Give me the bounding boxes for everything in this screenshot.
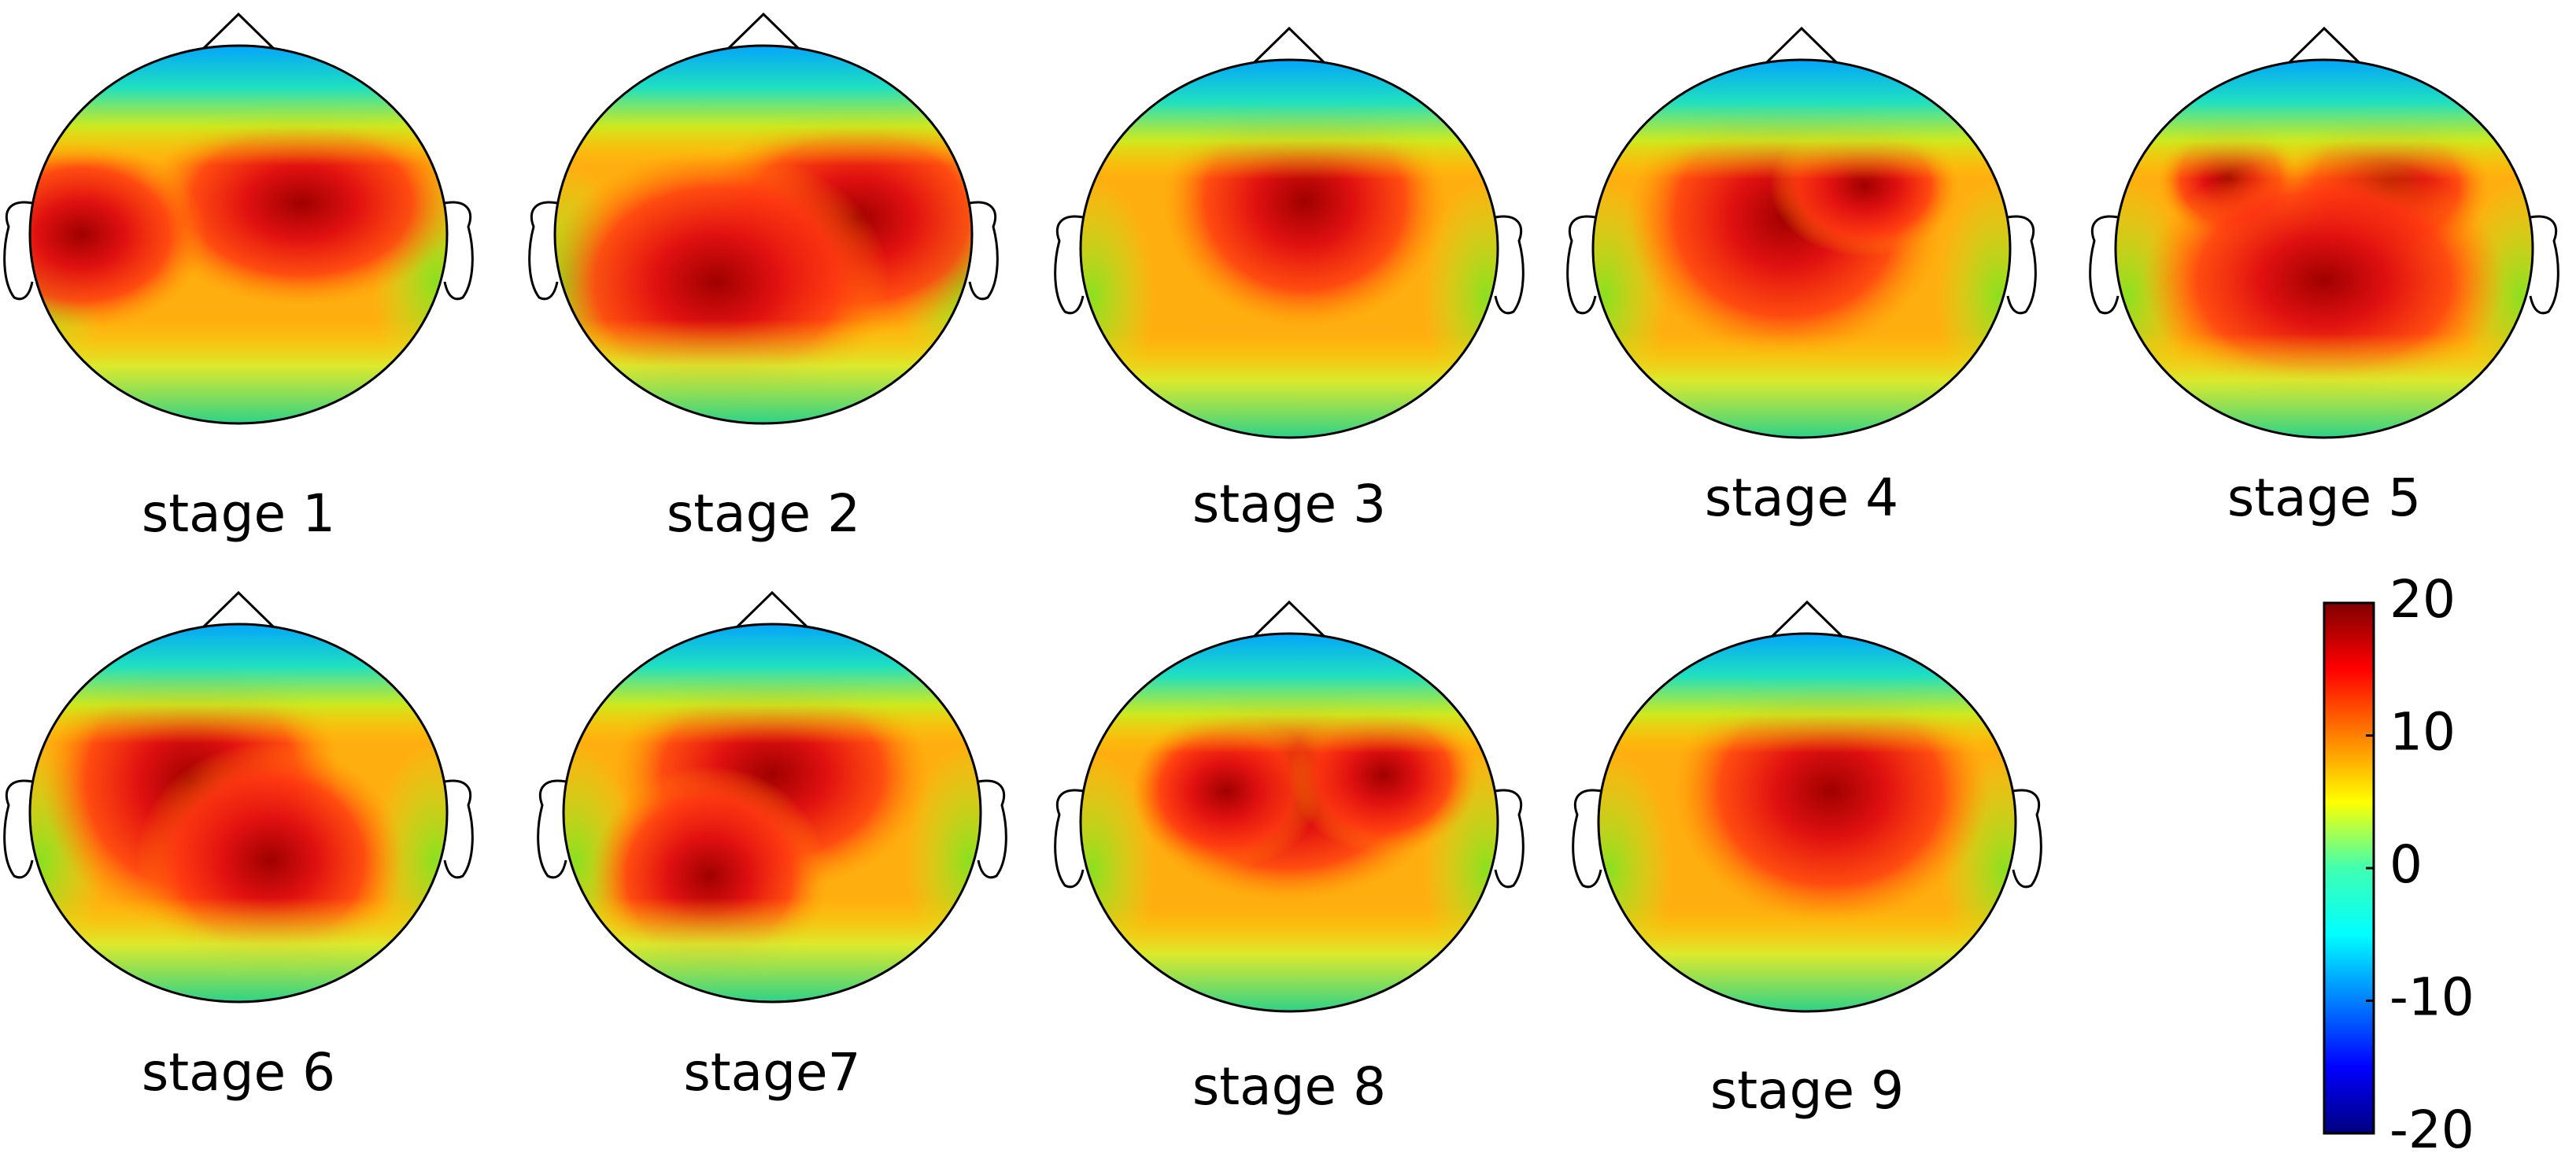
topomap-head	[528, 12, 999, 425]
ear	[528, 201, 559, 301]
topomap-head	[1054, 26, 1525, 439]
head-outline	[1597, 632, 2017, 1013]
nose	[1765, 26, 1839, 65]
colorbar-tick-label: 0	[2389, 834, 2423, 895]
topomap-head	[1572, 600, 2042, 1013]
nose	[1252, 26, 1326, 65]
ear	[3, 779, 34, 879]
ear	[968, 201, 999, 301]
head-outline	[1591, 58, 2012, 439]
ear	[1494, 215, 1525, 315]
map-bands	[1081, 60, 1498, 438]
map-bands	[2116, 60, 2533, 438]
scalp-map	[1081, 634, 1498, 1011]
topomap-head	[2089, 26, 2559, 439]
head-outline	[2114, 58, 2534, 439]
map-bands	[555, 46, 972, 423]
head-outline	[562, 623, 982, 1004]
map-bands	[30, 624, 447, 1002]
panel-label: stage 6	[142, 1042, 335, 1103]
scalp-map	[555, 46, 972, 423]
ear	[1494, 789, 1525, 889]
scalp-map	[1593, 60, 2010, 438]
ear	[443, 779, 474, 879]
ear	[2529, 215, 2559, 315]
nose	[2287, 26, 2361, 65]
panel-label: stage 3	[1192, 474, 1386, 534]
ear	[537, 779, 567, 879]
map-bands	[1598, 634, 2016, 1011]
ear	[443, 201, 474, 301]
ear	[2006, 215, 2037, 315]
scalp-map	[30, 624, 447, 1002]
scalp-map	[564, 624, 981, 1002]
colorbar-tick-label: 20	[2389, 569, 2456, 630]
nose	[201, 590, 275, 629]
head-outline	[1079, 58, 1499, 439]
colorbar-tick-label: -20	[2389, 1100, 2474, 1160]
topomap-head	[1054, 600, 1525, 1013]
head-outline	[28, 623, 449, 1004]
ear	[1572, 789, 1602, 889]
panel-label: stage 4	[1705, 468, 1898, 528]
ear	[2012, 789, 2042, 889]
topomap-head	[3, 12, 474, 425]
head-outline	[553, 44, 974, 425]
head-outline	[28, 44, 449, 425]
ear	[977, 779, 1007, 879]
nose	[726, 12, 800, 50]
nose	[735, 590, 809, 629]
ear	[1566, 215, 1597, 315]
nose	[1252, 600, 1326, 638]
scalp-map	[1598, 634, 2016, 1011]
colorbar-tick-label: -10	[2389, 967, 2474, 1028]
colorbar-tick-label: 10	[2389, 702, 2456, 763]
map-bands	[1593, 60, 2010, 438]
panel-label: stage 8	[1192, 1056, 1386, 1117]
panel-label: stage 5	[2227, 468, 2421, 528]
map-bands	[1081, 634, 1498, 1011]
topomap-head	[3, 590, 474, 1004]
ear	[3, 201, 34, 301]
topomap-head	[1566, 26, 2037, 439]
panel-label: stage 2	[667, 483, 860, 544]
scalp-map	[2116, 60, 2533, 438]
panel-label: stage7	[683, 1042, 860, 1103]
colorbar	[2323, 601, 2375, 1135]
scalp-map	[1081, 60, 1498, 438]
nose	[201, 12, 275, 50]
ear	[1054, 215, 1085, 315]
nose	[1770, 600, 1844, 638]
ear	[2089, 215, 2120, 315]
ear	[1054, 789, 1085, 889]
scalp-map	[30, 46, 447, 423]
head-outline	[1079, 632, 1499, 1013]
map-bands	[30, 46, 447, 423]
panel-label: stage 1	[142, 483, 335, 544]
panel-label: stage 9	[1710, 1060, 1904, 1121]
topomap-head	[537, 590, 1007, 1004]
map-bands	[564, 624, 981, 1002]
